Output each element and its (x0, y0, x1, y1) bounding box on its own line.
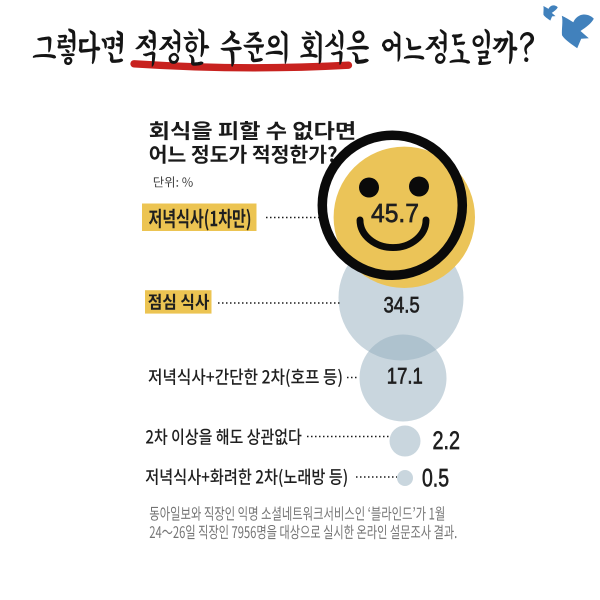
svg-text:34.5: 34.5 (384, 292, 420, 317)
svg-text:0.5: 0.5 (422, 466, 449, 493)
svg-text:17.1: 17.1 (387, 364, 423, 389)
svg-text:45.7: 45.7 (371, 200, 419, 228)
svg-text:2.2: 2.2 (433, 427, 461, 455)
